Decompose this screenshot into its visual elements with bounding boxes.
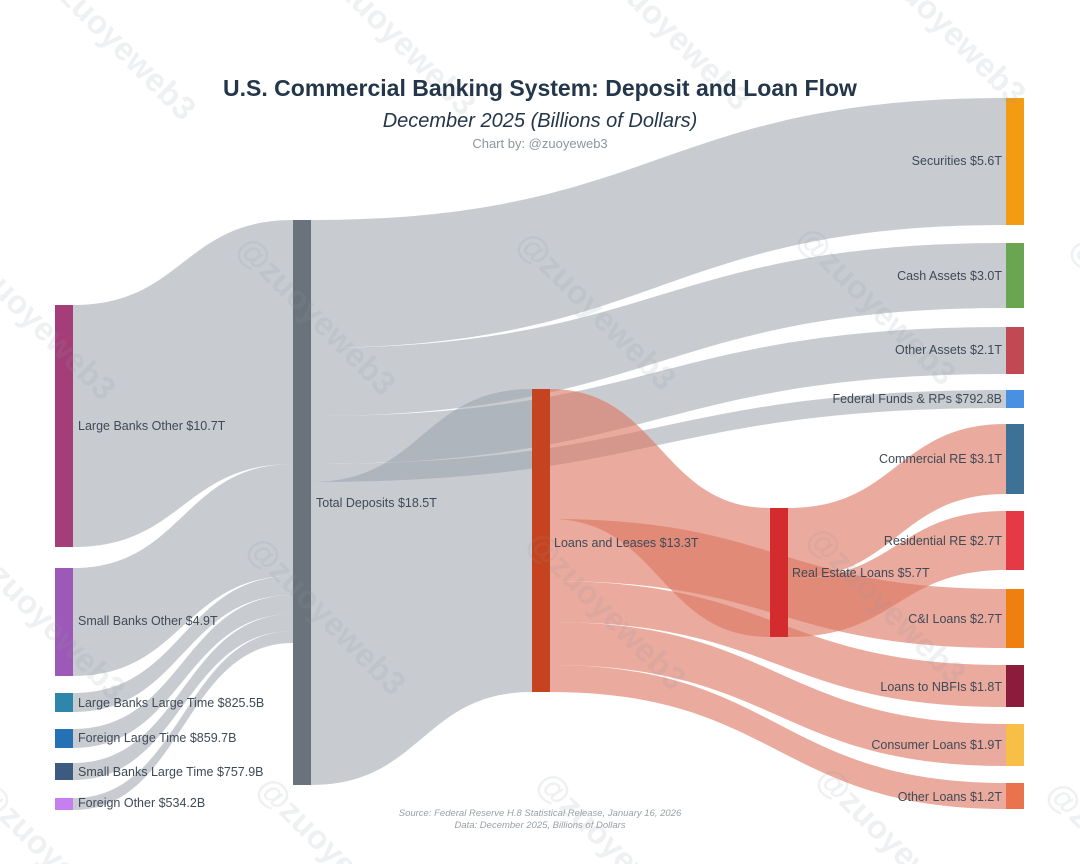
node-consumer-loans	[1006, 724, 1024, 766]
flow-loans-and-leases-to-consumer-loans	[550, 622, 1006, 766]
flow-large-banks-other-to-total-deposits	[73, 220, 293, 547]
flow-total-deposits-to-loans-and-leases	[311, 389, 532, 785]
watermark-text: @zuoyeweb3	[860, 0, 1033, 112]
node-foreign-large-time	[55, 729, 73, 748]
label-large-banks-other: Large Banks Other $10.7T	[78, 419, 226, 433]
node-labels: Large Banks Other $10.7T Small Banks Oth…	[78, 154, 1002, 810]
label-commercial-re: Commercial RE $3.1T	[879, 452, 1002, 466]
label-large-banks-large-time: Large Banks Large Time $825.5B	[78, 696, 264, 710]
node-ci-loans	[1006, 589, 1024, 648]
label-foreign-other: Foreign Other $534.2B	[78, 796, 205, 810]
flow-loans-and-leases-to-other-loans	[550, 665, 1006, 809]
label-securities: Securities $5.6T	[912, 154, 1003, 168]
label-cash-assets: Cash Assets $3.0T	[897, 269, 1002, 283]
label-real-estate-loans: Real Estate Loans $5.7T	[792, 566, 930, 580]
chart-subtitle: December 2025 (Billions of Dollars)	[383, 110, 698, 132]
chart-header: U.S. Commercial Banking System: Deposit …	[223, 75, 857, 151]
chart-credit: Chart by: @zuoyeweb3	[472, 136, 607, 151]
sankey-nodes	[55, 98, 1024, 810]
label-foreign-large-time: Foreign Large Time $859.7B	[78, 731, 236, 745]
node-loans-and-leases	[532, 389, 550, 692]
node-total-deposits	[293, 220, 311, 785]
label-total-deposits: Total Deposits $18.5T	[316, 496, 437, 510]
flow-loans-and-leases-to-loans-to-nbfis	[550, 581, 1006, 707]
flow-total-deposits-to-cash-assets	[311, 243, 1006, 416]
node-residential-re	[1006, 511, 1024, 570]
node-other-loans	[1006, 783, 1024, 809]
label-other-loans: Other Loans $1.2T	[898, 790, 1003, 804]
label-loans-to-nbfis: Loans to NBFIs $1.8T	[880, 680, 1002, 694]
flow-small-banks-large-time-to-total-deposits	[73, 614, 293, 780]
watermark-text: @zuoyeweb3	[1040, 774, 1080, 864]
node-large-banks-other	[55, 305, 73, 547]
flow-foreign-other-to-total-deposits	[73, 631, 293, 810]
node-other-assets	[1006, 327, 1024, 374]
label-small-banks-other: Small Banks Other $4.9T	[78, 614, 218, 628]
node-real-estate-loans	[770, 508, 788, 637]
node-securities	[1006, 98, 1024, 225]
label-loans-and-leases: Loans and Leases $13.3T	[554, 536, 699, 550]
node-cash-assets	[1006, 243, 1024, 308]
label-other-assets: Other Assets $2.1T	[895, 343, 1002, 357]
data-note: Data: December 2025, Billions of Dollars	[454, 820, 625, 831]
label-ci-loans: C&I Loans $2.7T	[908, 612, 1002, 626]
label-consumer-loans: Consumer Loans $1.9T	[871, 738, 1002, 752]
node-small-banks-other	[55, 568, 73, 676]
deposit-flows	[73, 98, 1006, 810]
flow-large-banks-large-time-to-total-deposits	[73, 576, 293, 712]
flow-total-deposits-to-securities	[311, 98, 1006, 348]
node-commercial-re	[1006, 424, 1024, 494]
label-federal-funds-rps: Federal Funds & RPs $792.8B	[832, 392, 1002, 406]
label-residential-re: Residential RE $2.7T	[884, 534, 1002, 548]
watermark-text: @zuoyeweb3	[30, 0, 203, 127]
flow-real-estate-loans-to-residential-re	[788, 511, 1006, 637]
watermark-text: @zuoyeweb3	[310, 0, 483, 122]
flow-small-banks-other-to-total-deposits	[73, 464, 293, 676]
watermark-text: @zuoyeweb3	[1070, 0, 1080, 137]
node-large-banks-large-time	[55, 693, 73, 712]
chart-footer: Source: Federal Reserve H.8 Statistical …	[399, 808, 682, 831]
node-foreign-other	[55, 798, 73, 810]
node-federal-funds-rps	[1006, 390, 1024, 408]
source-note: Source: Federal Reserve H.8 Statistical …	[399, 808, 682, 819]
watermark-text: @zuoyeweb3	[1063, 229, 1080, 402]
node-loans-to-nbfis	[1006, 665, 1024, 707]
node-small-banks-large-time	[55, 763, 73, 780]
page-title: U.S. Commercial Banking System: Deposit …	[223, 75, 857, 101]
flow-foreign-large-time-to-total-deposits	[73, 595, 293, 748]
label-small-banks-large-time: Small Banks Large Time $757.9B	[78, 765, 264, 779]
loan-flows	[550, 389, 1006, 809]
flow-real-estate-loans-to-commercial-re	[788, 424, 1006, 579]
